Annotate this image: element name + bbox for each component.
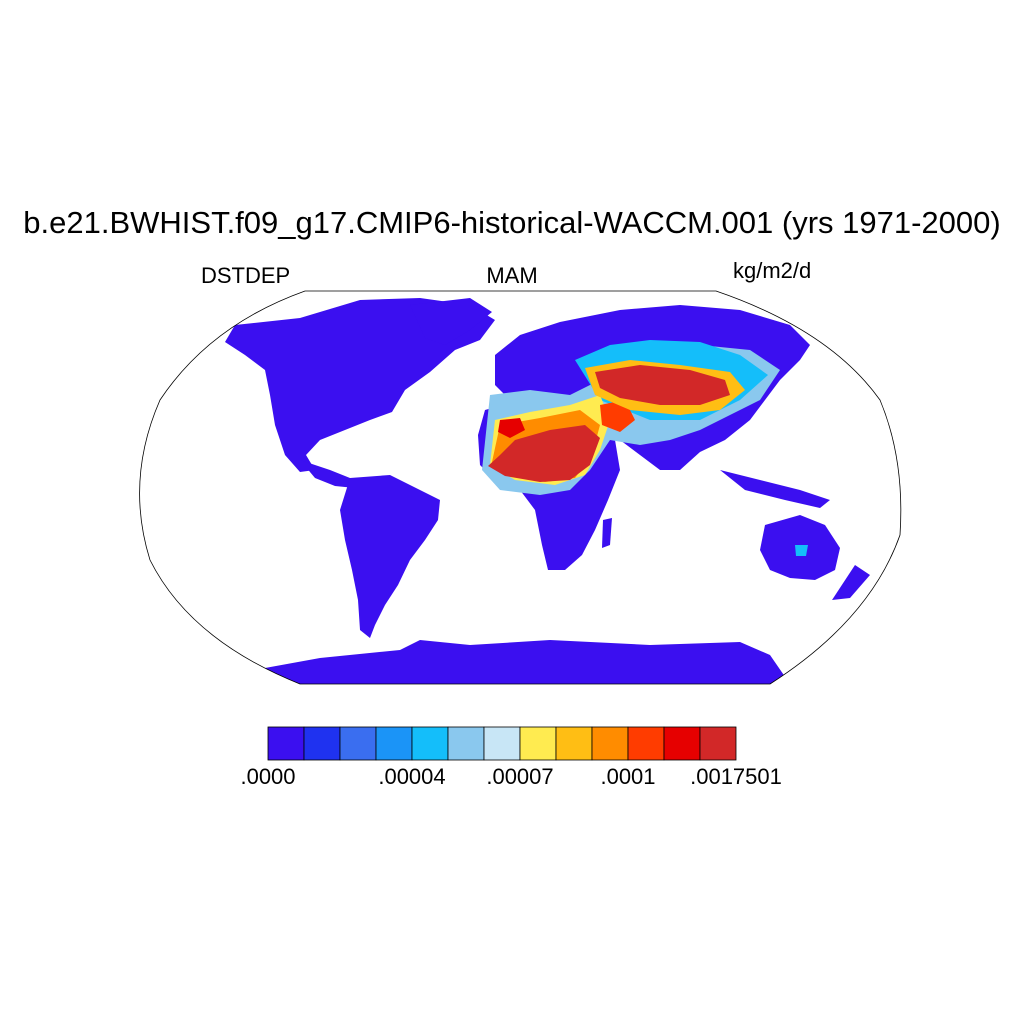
globe-outline (139, 290, 902, 685)
colorbar-tick-label: .0000 (240, 764, 296, 789)
plot-title: b.e21.BWHIST.f09_g17.CMIP6-historical-WA… (23, 205, 1001, 240)
colorbar-box (519, 726, 557, 761)
colorbar-box (411, 726, 449, 761)
greenland (410, 298, 492, 345)
colorbar-box (339, 726, 377, 761)
colorbar-box (447, 726, 485, 761)
north-america (225, 298, 495, 472)
nw-africa-core (498, 418, 525, 438)
australia-dust (795, 545, 808, 556)
colorbar-box (591, 726, 629, 761)
colorbar-tick-label: .0017501 (690, 764, 782, 789)
antarctica (265, 640, 790, 684)
colorbar-tick-label: .00004 (378, 764, 446, 789)
sahara-core (488, 425, 600, 482)
new-zealand (832, 565, 870, 600)
colorbar-box (555, 726, 593, 761)
colorbar-tick-label: .0001 (600, 764, 656, 789)
season-label: MAM (486, 263, 538, 288)
madagascar (602, 518, 612, 548)
colorbar-boxes (267, 726, 737, 761)
indonesia (720, 470, 830, 508)
central-america (300, 460, 365, 488)
colorbar-box (699, 726, 737, 761)
colorbar-tick-label: .00007 (486, 764, 554, 789)
colorbar-box (483, 726, 521, 761)
colorbar-box (375, 726, 413, 761)
colorbar-box (627, 726, 665, 761)
colorbar-box (303, 726, 341, 761)
central-asia-red (595, 365, 730, 405)
colorbar-box (267, 726, 305, 761)
variable-label: DSTDEP (201, 263, 291, 288)
south-america (340, 475, 440, 638)
colorbar-box (663, 726, 701, 761)
units-label: kg/m2/d (733, 258, 812, 283)
